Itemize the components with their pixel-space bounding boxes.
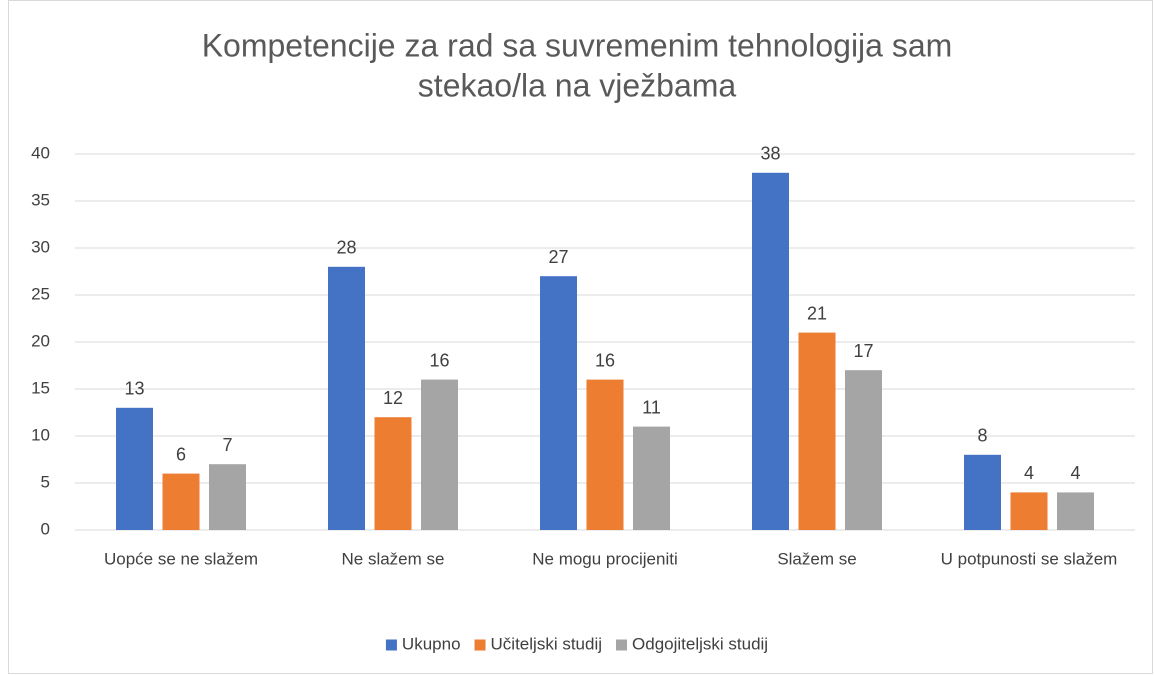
- bar: [116, 407, 153, 530]
- data-label: 8: [977, 426, 987, 446]
- bar: [540, 276, 577, 530]
- y-tick-label: 0: [41, 519, 50, 538]
- bar: [845, 370, 882, 530]
- y-tick-label: 20: [31, 331, 50, 350]
- legend-swatch: [474, 639, 486, 651]
- legend-swatch: [616, 639, 628, 651]
- legend-swatch: [385, 639, 397, 651]
- chart-frame: [8, 0, 1153, 674]
- bar: [328, 266, 365, 530]
- bar: [1057, 492, 1094, 530]
- data-label: 13: [124, 379, 144, 399]
- data-label: 7: [222, 435, 232, 455]
- bar: [633, 426, 670, 530]
- data-label: 21: [807, 303, 827, 323]
- data-label: 6: [176, 444, 186, 464]
- y-tick-label: 5: [41, 472, 50, 491]
- data-label: 28: [336, 238, 356, 258]
- bar: [964, 454, 1001, 530]
- data-label: 16: [429, 350, 449, 370]
- y-tick-label: 25: [31, 284, 50, 303]
- data-label: 4: [1024, 463, 1034, 483]
- bar: [421, 379, 458, 530]
- x-tick-label: Ne mogu procijeniti: [532, 549, 678, 568]
- data-label: 12: [383, 388, 403, 408]
- bar: [209, 464, 246, 530]
- x-tick-label: Ne slažem se: [342, 549, 445, 568]
- y-tick-label: 15: [31, 378, 50, 397]
- data-label: 38: [760, 144, 780, 164]
- chart-title: Kompetencije za rad sa suvremenim tehnol…: [202, 27, 953, 63]
- legend-label: Učiteljski studij: [491, 634, 602, 653]
- chart-title: stekao/la na vježbama: [418, 67, 737, 103]
- data-label: 4: [1070, 463, 1080, 483]
- x-tick-label: Uopće se ne slažem: [104, 549, 258, 568]
- y-tick-label: 40: [31, 143, 50, 162]
- bar: [1010, 492, 1048, 530]
- bar: [798, 332, 836, 530]
- x-tick-label: Slažem se: [777, 549, 856, 568]
- y-tick-label: 30: [31, 237, 50, 256]
- bar: [752, 172, 789, 531]
- data-label: 27: [548, 247, 568, 267]
- bar: [586, 379, 624, 530]
- data-label: 11: [642, 397, 661, 417]
- x-tick-label: U potpunosti se slažem: [941, 549, 1118, 568]
- legend-label: Odgojiteljski studij: [632, 634, 768, 653]
- bar: [374, 417, 412, 530]
- bar: [162, 473, 200, 530]
- y-tick-label: 35: [31, 190, 50, 209]
- legend-label: Ukupno: [402, 634, 461, 653]
- data-label: 16: [595, 350, 615, 370]
- y-tick-label: 10: [31, 425, 50, 444]
- data-label: 17: [853, 341, 873, 361]
